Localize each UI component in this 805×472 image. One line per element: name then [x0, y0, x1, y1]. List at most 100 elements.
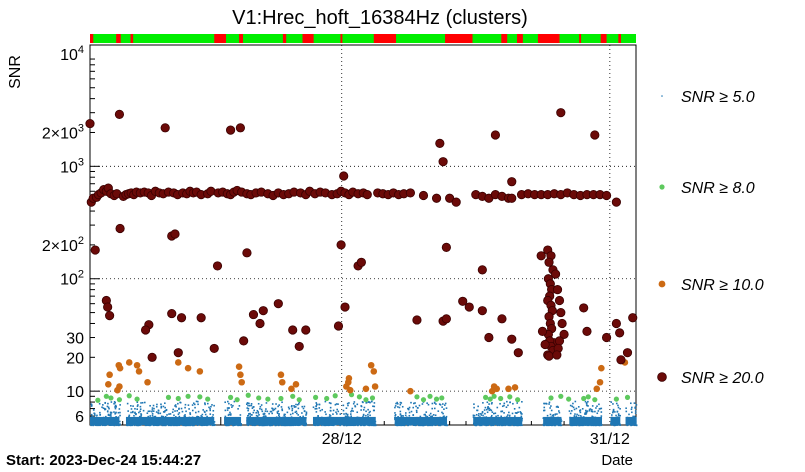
data-point-snr5	[352, 424, 355, 427]
data-point-snr5	[127, 410, 129, 412]
data-point-snr5	[131, 411, 134, 414]
data-point-snr5	[278, 404, 280, 406]
data-point-snr8	[234, 397, 240, 403]
data-point-snr5	[284, 424, 286, 427]
data-point-snr5	[444, 402, 447, 405]
data-point-snr20	[628, 313, 638, 323]
data-point-snr5	[506, 400, 508, 403]
data-point-snr5	[295, 403, 297, 406]
data-point-snr5	[634, 424, 636, 426]
data-point-snr5	[512, 402, 514, 405]
data-point-snr5	[113, 424, 115, 427]
data-point-snr5	[492, 412, 495, 415]
data-point-snr5	[152, 410, 155, 412]
data-point-snr5	[397, 424, 400, 426]
data-point-snr5	[184, 424, 187, 427]
data-point-snr5	[554, 413, 557, 415]
data-point-snr20	[431, 193, 442, 203]
data-point-snr5	[508, 411, 510, 414]
data-point-snr5	[315, 407, 318, 410]
data-point-snr5	[584, 412, 586, 414]
data-point-snr5	[398, 406, 401, 409]
data-point-snr5	[286, 424, 289, 427]
y-tick-label: 30	[66, 331, 84, 348]
data-point-snr5	[330, 424, 333, 426]
data-point-snr5	[133, 424, 136, 427]
data-point-snr5	[211, 424, 214, 427]
data-point-snr5	[152, 404, 155, 407]
y-tick-label: 10	[66, 384, 84, 401]
data-point-snr5	[149, 410, 151, 413]
data-point-snr5	[435, 424, 437, 426]
data-point-snr5	[360, 405, 362, 407]
data-point-snr5	[443, 404, 446, 406]
data-point-snr5	[419, 424, 422, 427]
data-point-snr10	[105, 381, 112, 388]
data-point-snr5	[246, 402, 249, 404]
data-point-snr5	[482, 414, 484, 417]
data-point-snr5	[195, 400, 198, 403]
data-point-snr5	[172, 424, 175, 427]
data-point-snr5	[252, 406, 254, 408]
data-point-snr20	[513, 348, 523, 358]
data-point-snr5	[429, 412, 432, 415]
data-point-snr5	[585, 413, 587, 415]
data-point-snr5	[176, 424, 179, 427]
data-point-snr20	[340, 302, 350, 312]
data-point-snr5	[590, 424, 593, 427]
data-point-snr5	[230, 413, 232, 415]
data-point-snr5	[335, 411, 337, 414]
data-point-snr5	[269, 410, 272, 413]
data-point-snr20	[90, 245, 100, 255]
data-point-snr5	[362, 424, 365, 427]
data-point-snr20	[507, 193, 517, 203]
data-point-snr5	[318, 403, 321, 406]
data-point-snr5	[443, 408, 445, 411]
series-snr-10	[105, 359, 629, 395]
data-point-snr5	[104, 401, 107, 404]
data-point-snr5	[312, 406, 315, 409]
data-point-snr5	[260, 408, 263, 411]
data-point-snr5	[147, 410, 150, 413]
data-point-snr5	[233, 400, 236, 403]
data-point-snr5	[362, 413, 365, 416]
data-point-snr5	[278, 424, 280, 427]
data-point-snr5	[571, 424, 573, 427]
data-point-snr5	[584, 400, 587, 403]
data-point-snr5	[185, 424, 188, 427]
data-point-snr20	[173, 348, 183, 358]
data-point-snr5	[490, 414, 493, 417]
data-point-snr5	[129, 424, 132, 427]
data-point-snr5	[507, 404, 509, 407]
data-point-snr5	[370, 424, 373, 426]
data-point-snr5	[114, 406, 116, 408]
data-point-snr5	[278, 414, 280, 417]
data-point-snr5	[250, 403, 253, 405]
data-point-snr5	[249, 415, 251, 418]
data-point-snr5	[107, 402, 109, 405]
data-point-snr5	[345, 413, 348, 415]
data-point-snr20	[622, 348, 633, 358]
data-point-snr5	[352, 410, 354, 412]
data-point-snr5	[439, 404, 442, 406]
data-point-snr5	[500, 410, 502, 413]
data-point-snr5	[629, 402, 632, 405]
data-point-snr5	[580, 424, 583, 427]
data-point-snr5	[136, 405, 139, 408]
data-band-snr5	[224, 416, 242, 425]
data-point-snr5	[408, 414, 411, 417]
data-point-snr5	[295, 410, 298, 413]
data-point-snr5	[507, 424, 510, 427]
data-point-snr5	[549, 413, 552, 416]
data-point-snr5	[305, 412, 308, 415]
data-point-snr5	[213, 404, 215, 407]
data-point-snr5	[105, 424, 107, 426]
data-point-snr5	[435, 403, 437, 405]
data-point-snr5	[315, 402, 318, 404]
data-point-snr5	[151, 409, 154, 411]
data-point-snr10	[237, 371, 244, 379]
data-point-snr5	[572, 406, 575, 409]
data-point-snr5	[419, 415, 422, 418]
data-point-snr5	[140, 414, 143, 416]
data-point-snr5	[591, 409, 593, 411]
